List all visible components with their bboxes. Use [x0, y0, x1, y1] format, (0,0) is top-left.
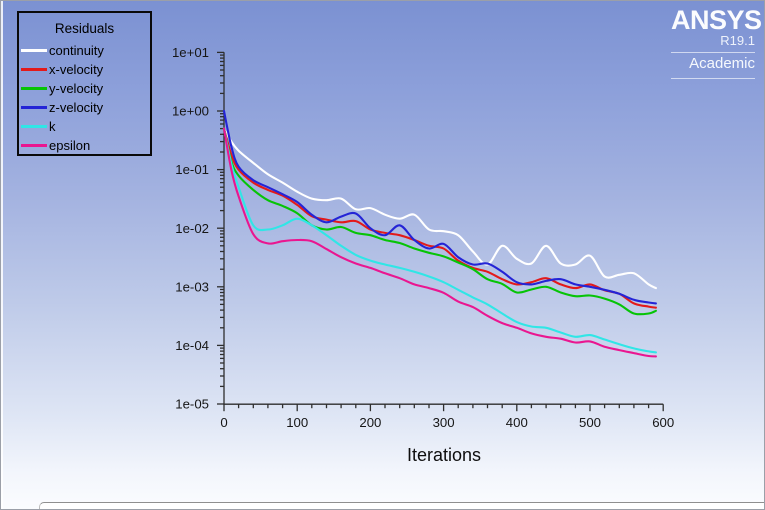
- y-tick-label: 1e-04: [175, 338, 209, 353]
- version-label: R19.1: [720, 33, 755, 48]
- legend-item-y-velocity: y-velocity: [19, 79, 150, 98]
- legend-swatch-y-velocity: [21, 87, 47, 90]
- x-tick-label: 100: [286, 415, 308, 430]
- legend-item-epsilon: epsilon: [19, 136, 150, 155]
- logo-divider: [671, 52, 755, 53]
- series-epsilon: [222, 127, 657, 358]
- x-tick-label: 200: [359, 415, 381, 430]
- legend-label: continuity: [49, 43, 104, 58]
- legend-swatch-epsilon: [21, 144, 47, 147]
- legend-item-k: k: [19, 117, 150, 136]
- x-tick-label: 300: [433, 415, 455, 430]
- series-y-velocity: [222, 127, 657, 316]
- series-continuity: [222, 127, 657, 290]
- window-left-edge: [1, 1, 3, 509]
- series-z-velocity: [222, 109, 657, 305]
- license-label: Academic: [689, 55, 755, 72]
- x-axis-title: Iterations: [406, 445, 482, 465]
- legend-item-x-velocity: x-velocity: [19, 60, 150, 79]
- y-tick-label: 1e+00: [172, 104, 209, 119]
- bottom-panel-edge: [39, 502, 764, 509]
- legend-swatch-x-velocity: [21, 68, 47, 71]
- axes: [217, 51, 664, 412]
- series-k: [222, 127, 657, 354]
- legend-item-continuity: continuity: [19, 41, 150, 60]
- axis-tick-labels: 1e+01 1e+00 1e-01 1e-02 1e-03 1e-04 1e-05 0 100 2…: [172, 45, 674, 430]
- legend-label: y-velocity: [49, 81, 104, 96]
- y-tick-label: 1e-05: [175, 397, 209, 412]
- x-tick-label: 600: [652, 415, 674, 430]
- y-tick-label: 1e+01: [172, 45, 209, 60]
- x-tick-label: 0: [220, 415, 227, 430]
- x-tick-label: 500: [579, 415, 601, 430]
- legend-box: Residuals continuity x-velocity y-veloci…: [17, 11, 152, 156]
- legend-label: z-velocity: [49, 100, 104, 115]
- y-tick-label: 1e-02: [175, 221, 209, 236]
- legend-label: epsilon: [49, 138, 91, 153]
- ansys-logo: ANSYS R19.1 Academic: [671, 5, 762, 79]
- y-tick-label: 1e-01: [175, 162, 209, 177]
- y-tick-label: 1e-03: [175, 279, 209, 294]
- x-tick-label: 400: [506, 415, 528, 430]
- legend-label: k: [49, 119, 56, 134]
- legend-swatch-k: [21, 125, 47, 128]
- legend-item-z-velocity: z-velocity: [19, 98, 150, 117]
- logo-divider: [671, 78, 755, 79]
- legend-swatch-z-velocity: [21, 106, 47, 109]
- legend-swatch-continuity: [21, 49, 47, 52]
- legend-label: x-velocity: [49, 62, 104, 77]
- ansys-wordmark: ANSYS: [671, 5, 762, 35]
- legend-title: Residuals: [54, 21, 115, 36]
